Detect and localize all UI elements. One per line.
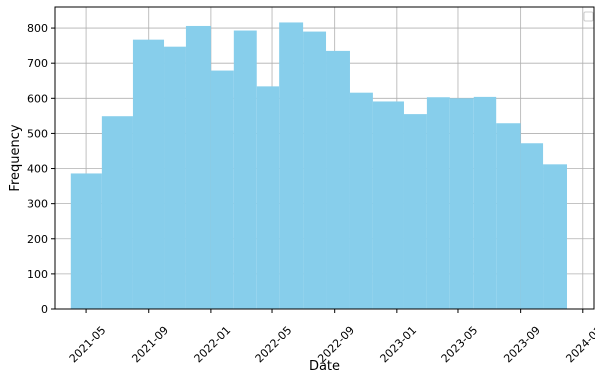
histogram-bar bbox=[164, 46, 186, 309]
histogram-bar bbox=[279, 22, 304, 309]
histogram-bar bbox=[233, 30, 257, 310]
histogram-bar bbox=[372, 101, 404, 309]
y-tick-label: 300 bbox=[27, 198, 48, 211]
legend-box bbox=[583, 11, 594, 22]
x-tick-label: 2023-09 bbox=[501, 324, 543, 366]
y-tick-label: 800 bbox=[27, 22, 48, 35]
histogram-bar bbox=[473, 96, 497, 309]
x-axis-ticks: 2021-05 2021-09 2022-01 2022-05 2022-09 2023-… bbox=[67, 309, 595, 365]
y-axis-label: Frequency bbox=[8, 124, 23, 191]
x-tick-label: 2022-05 bbox=[253, 324, 295, 366]
bars bbox=[70, 22, 567, 310]
y-tick-label: 700 bbox=[27, 57, 48, 70]
plot-frame bbox=[54, 6, 595, 310]
x-tick-label: 2021-05 bbox=[67, 324, 109, 366]
y-tick-label: 100 bbox=[27, 268, 48, 281]
y-tick-label: 200 bbox=[27, 233, 48, 246]
histogram-bar bbox=[132, 39, 165, 309]
histogram-bar bbox=[496, 123, 521, 309]
histogram-bar bbox=[70, 173, 102, 309]
histogram-bar bbox=[403, 114, 427, 310]
histogram-bar bbox=[101, 116, 133, 309]
y-tick-label: 400 bbox=[27, 163, 48, 176]
y-tick-label: 500 bbox=[27, 127, 48, 140]
y-tick-label: 600 bbox=[27, 92, 48, 105]
x-tick-label: 2022-01 bbox=[192, 324, 234, 366]
x-tick-label: 2021-09 bbox=[129, 324, 171, 366]
x-tick-label: 2024-01 bbox=[563, 324, 595, 366]
histogram-bar bbox=[349, 92, 373, 310]
histogram-bar bbox=[256, 86, 280, 309]
histogram-bar bbox=[326, 50, 350, 309]
histogram-bar bbox=[520, 143, 544, 309]
histogram-bar bbox=[210, 70, 234, 310]
x-tick-label: 2023-01 bbox=[378, 324, 420, 366]
histogram-bar bbox=[303, 31, 327, 310]
y-axis-ticks: 0 100 200 300 400 500 600 700 800 bbox=[27, 22, 55, 316]
histogram-bar bbox=[543, 164, 567, 309]
y-tick-label: 0 bbox=[41, 303, 48, 316]
x-axis-label: Date bbox=[309, 359, 340, 374]
histogram-bar bbox=[449, 98, 474, 309]
histogram-bar bbox=[185, 25, 211, 309]
histogram-bar bbox=[426, 97, 450, 309]
x-tick-label: 2023-05 bbox=[439, 324, 481, 366]
